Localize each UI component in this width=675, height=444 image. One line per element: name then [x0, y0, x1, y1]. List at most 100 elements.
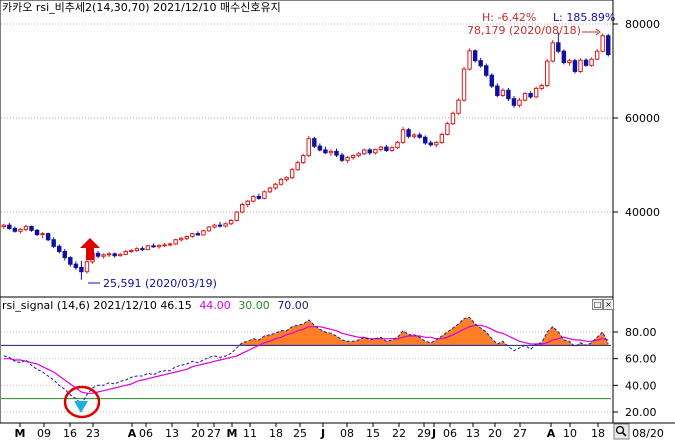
candle-body	[73, 263, 79, 268]
sub-y-tick-label: 60.00	[625, 353, 657, 366]
candle-body	[234, 211, 239, 221]
candle-body	[317, 145, 323, 151]
candlestick-series	[1, 32, 611, 280]
candle-body	[118, 253, 123, 257]
candle-body	[262, 191, 267, 199]
candle-body	[68, 257, 73, 265]
highlight-circle	[63, 385, 101, 419]
candle-body	[51, 239, 56, 247]
candle-body	[367, 149, 372, 154]
sell-triangle-icon	[74, 401, 88, 413]
candle-body	[140, 248, 145, 251]
candle-body	[129, 250, 134, 253]
low-annotation-text: 25,591 (2020/03/19)	[103, 277, 217, 290]
sub-y-tick-label: 20.00	[625, 406, 657, 419]
candle-body	[23, 226, 29, 230]
candle-body	[145, 245, 151, 251]
candle-body	[356, 153, 361, 157]
candle-body	[406, 129, 411, 137]
x-tick-label: 22	[392, 427, 406, 440]
x-tick-label: 06	[139, 427, 153, 440]
candle-body	[256, 195, 262, 199]
x-tick-label: 11	[243, 427, 257, 440]
x-tick-label: 18	[591, 427, 605, 440]
candle-body	[545, 60, 550, 87]
candle-body	[472, 50, 478, 62]
x-tick-label: 13	[466, 427, 480, 440]
candle-body	[179, 237, 184, 241]
x-tick-label: 25	[293, 427, 307, 440]
candle-body	[334, 150, 339, 156]
candle-body	[278, 179, 284, 185]
candle-body	[156, 244, 162, 248]
sub-plot-area[interactable]	[0, 296, 614, 424]
candle-body	[323, 149, 328, 154]
main-y-tick-label: 80000	[625, 18, 660, 31]
x-tick-label: M	[15, 427, 26, 440]
candle-body	[423, 136, 428, 144]
candle-body	[240, 203, 245, 213]
candle-body	[378, 146, 384, 150]
candle-body	[589, 58, 594, 66]
x-tick-label: 27	[207, 427, 221, 440]
candle-body	[506, 89, 511, 100]
main-panel: 80000 60000 40000 25,591 (2020/03/19) H: -…	[0, 0, 660, 298]
x-tick-label: A	[128, 427, 137, 440]
main-plot-area[interactable]	[0, 0, 614, 298]
candle-body	[173, 239, 178, 245]
candle-body	[417, 134, 422, 138]
x-tick-label: 20	[488, 427, 502, 440]
sub-panel-close-button[interactable]: ×	[603, 299, 614, 310]
candle-body	[467, 50, 472, 70]
candle-body	[289, 169, 295, 179]
x-tick-label: 16	[63, 427, 77, 440]
overbought-fill	[239, 317, 609, 346]
candle-body	[350, 155, 356, 158]
candle-body	[550, 42, 555, 62]
candle-body	[273, 183, 278, 189]
low-annotation: 25,591 (2020/03/19)	[88, 277, 217, 290]
candle-body	[561, 50, 567, 64]
x-tick-label: 08	[340, 427, 354, 440]
main-y-axis: 80000 60000 40000	[613, 18, 660, 219]
main-chart-title: 카카오 rsi_비추세2(14,30,70) 2021/12/10 매수신호유지	[2, 1, 281, 14]
sub-y-tick-label: 80.00	[625, 326, 657, 339]
rsi-series-group	[3, 316, 609, 405]
candle-body	[567, 60, 572, 64]
candle-body	[339, 154, 345, 161]
high-annotation-arrow-icon	[595, 28, 601, 36]
candle-body	[79, 266, 84, 273]
candle-body	[1, 224, 6, 228]
candle-body	[445, 123, 450, 135]
sub-panel-maximize-button[interactable]: □	[592, 299, 603, 310]
candle-body	[212, 224, 217, 228]
candle-body	[84, 261, 90, 273]
candle-body	[395, 141, 400, 149]
candle-body	[484, 65, 489, 76]
sub-y-tick-label: 40.00	[625, 379, 657, 392]
candle-body	[328, 150, 334, 154]
candle-body	[134, 248, 140, 252]
candle-body	[500, 89, 506, 96]
candle-body	[522, 93, 528, 101]
candle-body	[29, 226, 34, 231]
candle-body	[533, 87, 539, 98]
candle-body	[206, 226, 212, 232]
candle-body	[428, 142, 433, 146]
candle-body	[511, 98, 517, 106]
candle-body	[461, 68, 467, 101]
candle-body	[201, 230, 206, 236]
candle-body	[478, 60, 483, 67]
candle-body	[106, 253, 112, 256]
candle-body	[600, 35, 605, 52]
sub-title-prefix: rsi_signal (14,6) 2021/12/10 46.15	[2, 299, 192, 312]
candle-body	[495, 85, 500, 96]
candle-body	[301, 155, 306, 164]
candle-body	[306, 138, 311, 157]
main-y-tick-label: 60000	[625, 112, 660, 125]
candle-body	[489, 74, 494, 87]
x-tick-label: 13	[165, 427, 179, 440]
x-tick-label: 10	[563, 427, 577, 440]
candle-body	[167, 243, 173, 246]
